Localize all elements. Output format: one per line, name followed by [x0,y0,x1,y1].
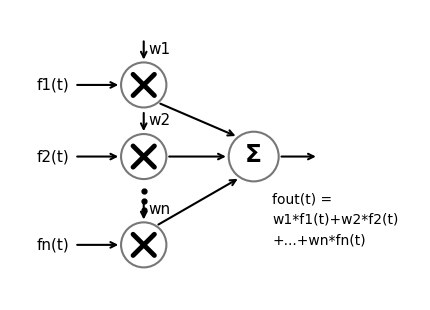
Text: wn: wn [149,202,171,217]
Ellipse shape [229,132,279,181]
Text: fout(t) =: fout(t) = [272,193,332,206]
Text: w1: w1 [149,42,171,57]
Text: +...+wn*fn(t): +...+wn*fn(t) [272,233,366,247]
Text: fn(t): fn(t) [37,237,69,252]
Ellipse shape [121,134,166,179]
Text: f1(t): f1(t) [37,78,69,92]
Ellipse shape [121,62,166,108]
Text: f2(t): f2(t) [37,149,69,164]
Text: Σ: Σ [245,143,262,167]
Text: w1*f1(t)+w2*f2(t): w1*f1(t)+w2*f2(t) [272,213,399,227]
Ellipse shape [121,222,166,268]
Text: w2: w2 [149,113,171,128]
